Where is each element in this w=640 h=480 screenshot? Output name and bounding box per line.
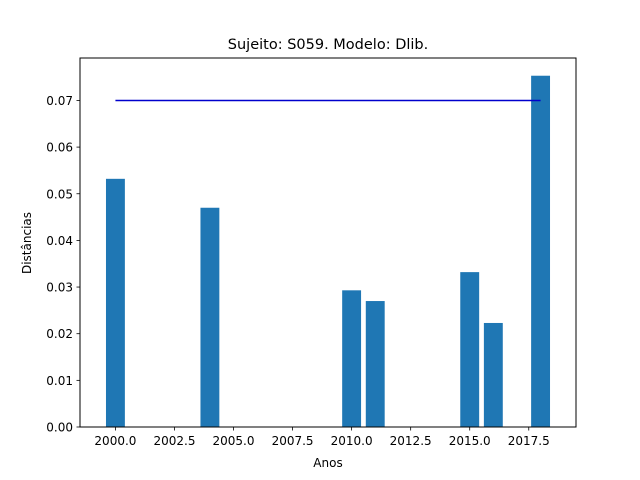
x-axis-label: Anos [313, 456, 342, 470]
bar-2010 [342, 290, 362, 427]
x-tick-label: 2000.0 [94, 434, 136, 448]
chart-title: Sujeito: S059. Modelo: Dlib. [228, 37, 428, 53]
bar-2004 [200, 207, 220, 427]
x-axis-ticks: 2000.0 2002.5 2005.0 2007.5 2010.0 2012.5 2015… [94, 427, 550, 448]
y-tick-label: 0.07 [46, 94, 73, 108]
bars-group [105, 75, 551, 427]
y-tick-label: 0.00 [46, 421, 73, 435]
y-tick-label: 0.01 [46, 374, 73, 388]
y-tick-label: 0.03 [46, 281, 73, 295]
y-axis-ticks: 0.00 0.01 0.02 0.03 0.04 0.05 0.06 0.07 [46, 94, 80, 435]
y-tick-label: 0.06 [46, 141, 73, 155]
y-tick-label: 0.02 [46, 327, 73, 341]
x-tick-label: 2015.0 [449, 434, 491, 448]
bar-2011 [365, 301, 385, 427]
x-tick-label: 2012.5 [390, 434, 432, 448]
x-tick-label: 2017.5 [508, 434, 550, 448]
bar-2015 [460, 272, 480, 427]
x-tick-label: 2007.5 [272, 434, 314, 448]
y-tick-label: 0.05 [46, 187, 73, 201]
bar-2016 [483, 322, 503, 427]
bar-2000 [105, 178, 125, 427]
x-tick-label: 2010.0 [331, 434, 373, 448]
x-tick-label: 2002.5 [153, 434, 195, 448]
y-axis-label: Distâncias [20, 212, 34, 274]
x-tick-label: 2005.0 [213, 434, 255, 448]
bar-2018 [531, 75, 551, 427]
axes-frame [79, 57, 577, 428]
y-tick-label: 0.04 [46, 234, 73, 248]
